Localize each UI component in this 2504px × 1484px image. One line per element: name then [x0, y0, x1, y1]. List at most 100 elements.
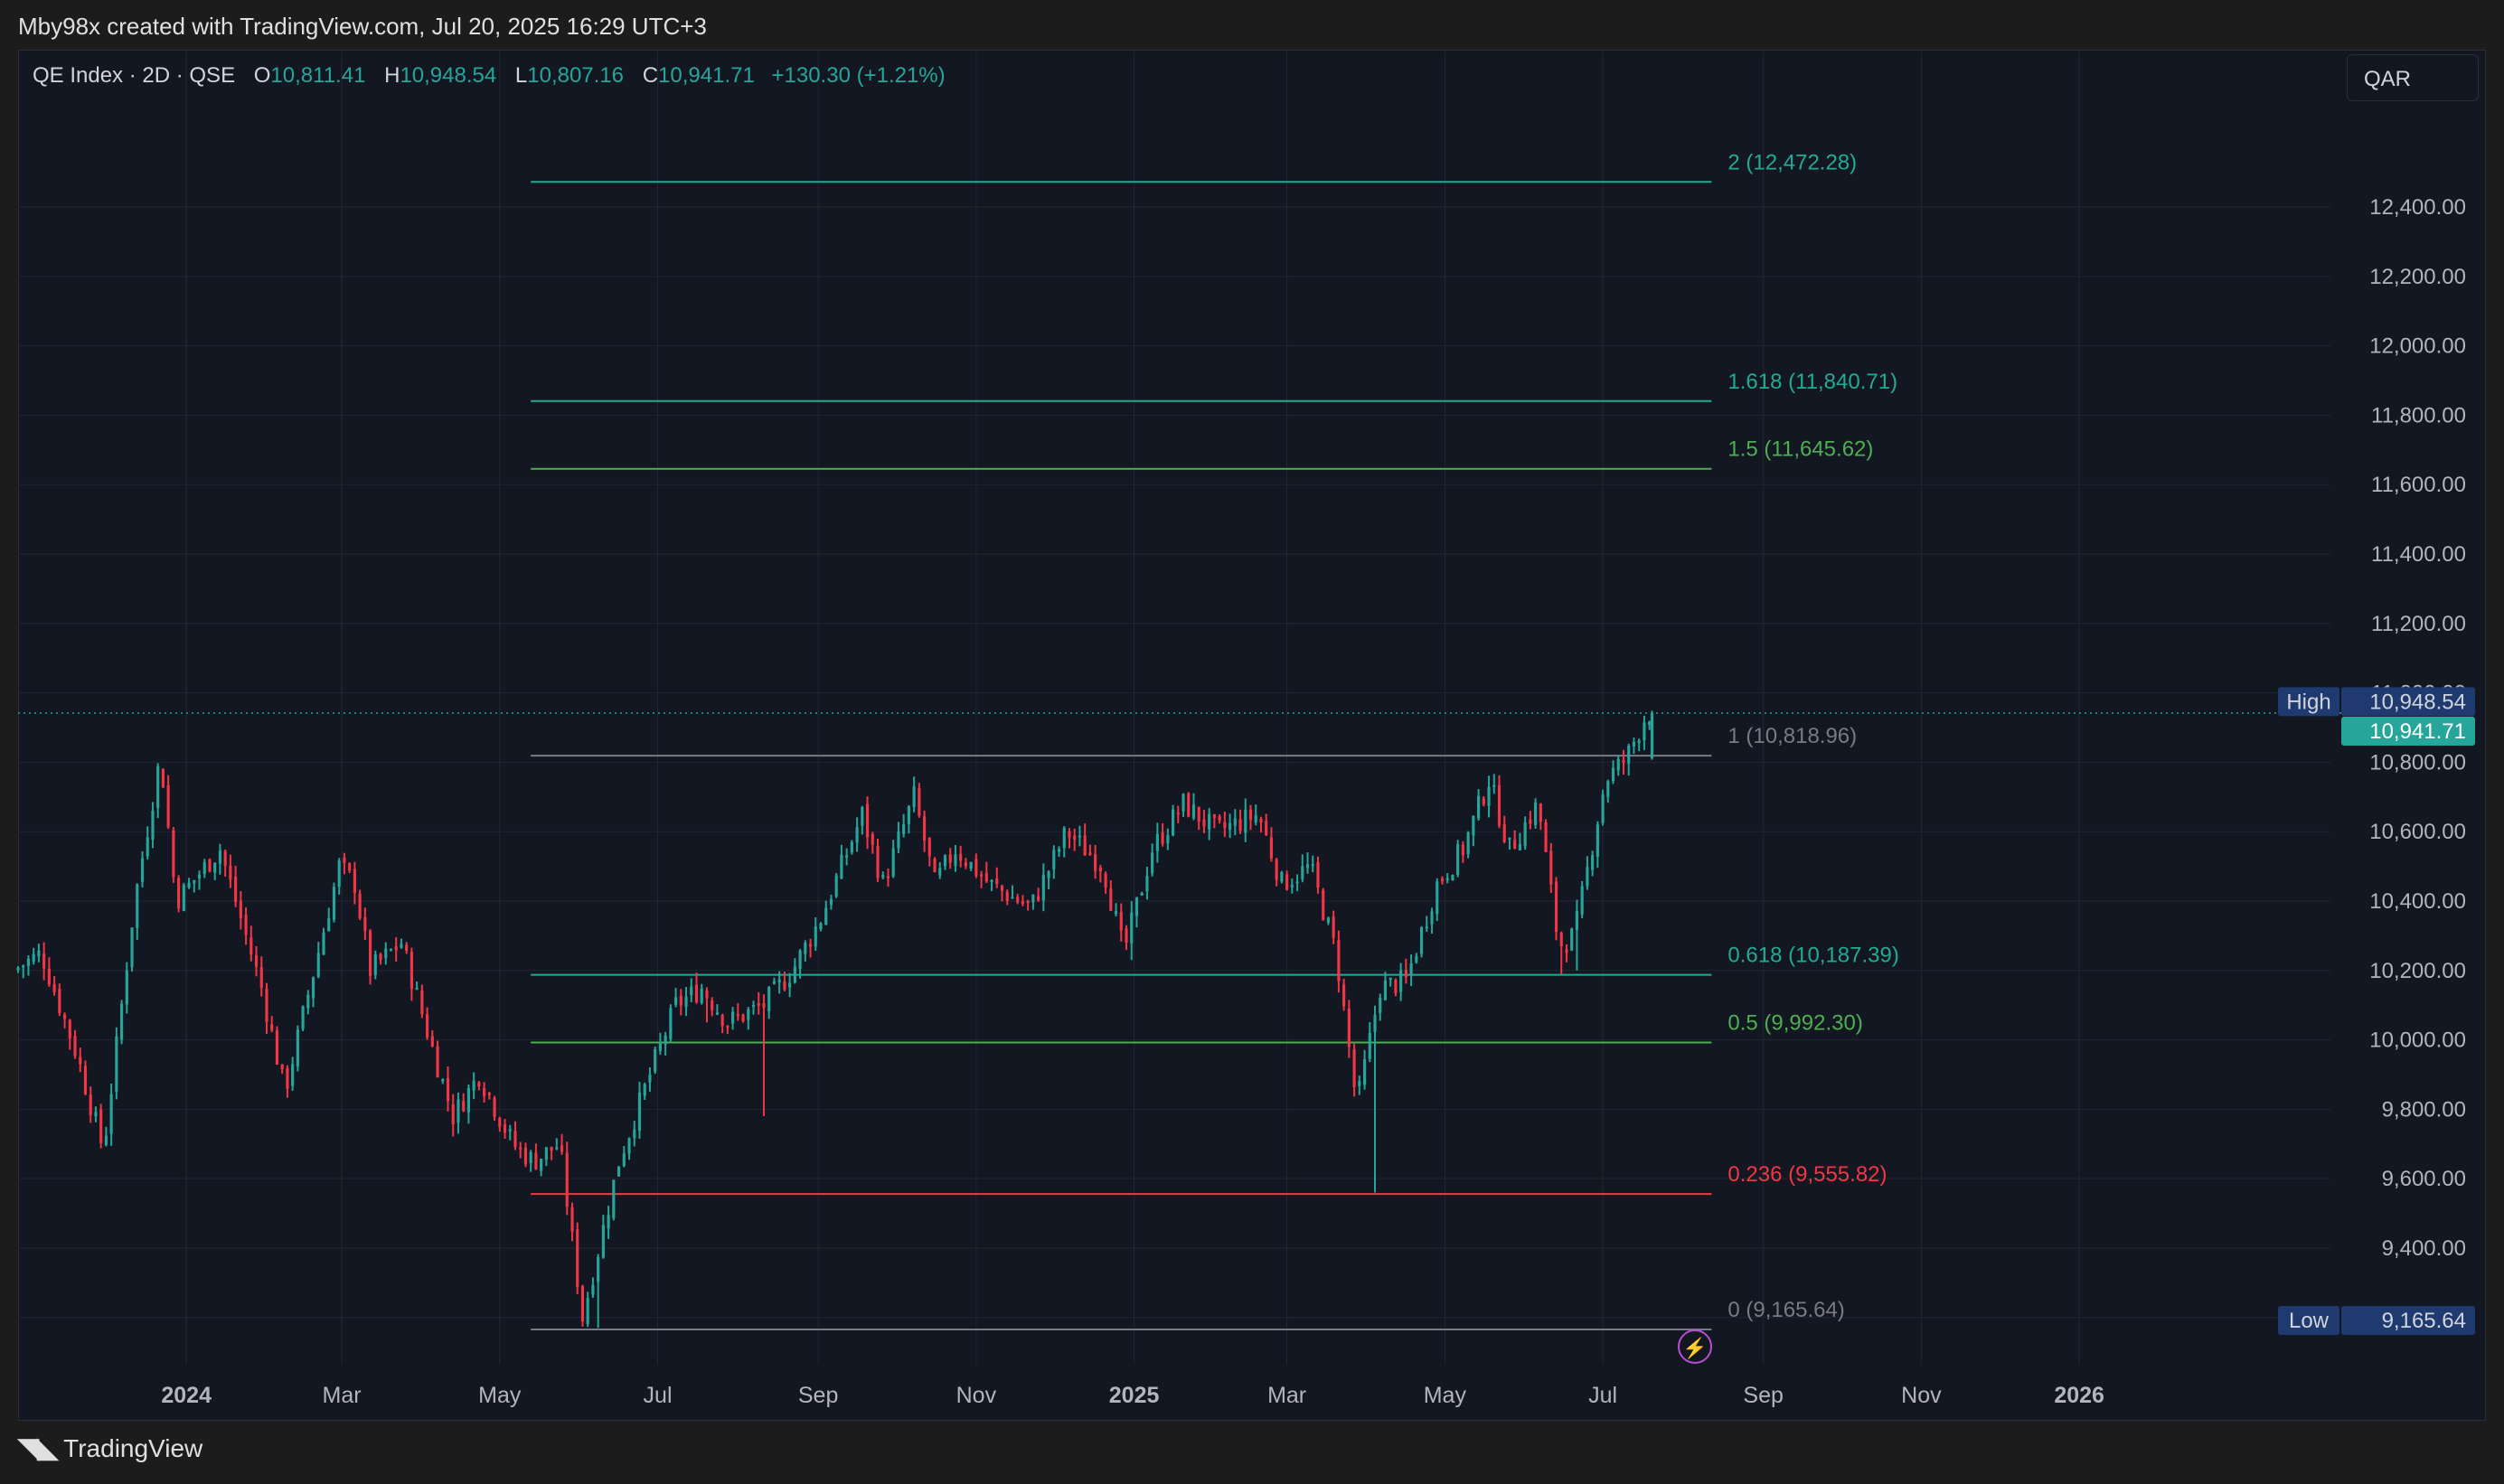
- candle-body: [513, 1131, 517, 1148]
- candle-body: [1311, 864, 1314, 867]
- close-value: 10,941.71: [658, 63, 755, 88]
- candle-body: [1244, 810, 1247, 833]
- high-value: 10,948.54: [400, 63, 497, 88]
- y-tick-label: 9,600.00: [2382, 1167, 2466, 1191]
- candle-body: [519, 1147, 522, 1150]
- candle-body: [1606, 781, 1610, 797]
- candle-body: [306, 994, 310, 1009]
- candle-body: [1529, 819, 1532, 824]
- candle-body: [995, 878, 999, 884]
- candle-body: [1134, 897, 1139, 916]
- low-label: Low: [2289, 1309, 2330, 1333]
- candle-body: [182, 885, 185, 912]
- candle-body: [1358, 1081, 1361, 1086]
- candle-body: [1332, 916, 1335, 938]
- candle-body: [1379, 998, 1382, 1013]
- candle-body: [1601, 794, 1605, 823]
- candle-body: [654, 1049, 657, 1072]
- candle-body: [1445, 878, 1449, 880]
- candle-body: [223, 850, 227, 866]
- close-key: C: [642, 63, 659, 88]
- candle-body: [886, 876, 890, 878]
- low-label-bg: [2278, 1306, 2339, 1335]
- candle-body: [483, 1087, 486, 1096]
- candle-body: [1477, 795, 1481, 819]
- candle-body: [353, 869, 356, 893]
- candle-body: [834, 875, 838, 897]
- candle-body: [1275, 859, 1278, 880]
- candle-body: [462, 1100, 466, 1112]
- candle-body: [1523, 822, 1527, 847]
- candle-body: [1394, 980, 1398, 993]
- candle-body: [348, 863, 352, 871]
- footer-brand[interactable]: ◥◣ TradingView: [18, 1432, 202, 1464]
- candle-body: [1502, 823, 1506, 842]
- candle-body: [923, 816, 927, 841]
- candle-body: [617, 1166, 621, 1177]
- candle-body: [1648, 721, 1652, 726]
- y-tick-label: 11,600.00: [2371, 473, 2466, 497]
- x-tick-label: 2025: [1109, 1383, 1160, 1408]
- candle-body: [301, 1006, 305, 1029]
- candle-body: [1637, 740, 1641, 744]
- candle-body: [570, 1207, 574, 1232]
- chart-panel[interactable]: [18, 50, 2486, 1421]
- candle-body: [1549, 850, 1553, 885]
- y-tick-label: 12,000.00: [2369, 334, 2466, 359]
- candle-body: [508, 1129, 512, 1132]
- candle-body: [1451, 874, 1454, 881]
- candle-body: [405, 944, 409, 952]
- x-tick-label: Mar: [1267, 1383, 1306, 1408]
- candle-body: [907, 806, 910, 824]
- candle-body: [68, 1019, 71, 1039]
- x-tick-label: 2026: [2054, 1383, 2104, 1408]
- candle-body: [47, 968, 51, 985]
- candle-body: [249, 937, 253, 955]
- candle-body: [1176, 812, 1180, 815]
- candle-body: [1337, 940, 1341, 982]
- candle-body: [1290, 885, 1294, 888]
- currency-button[interactable]: QAR: [2347, 54, 2479, 101]
- candle-body: [1140, 893, 1144, 896]
- symbol-label[interactable]: QE Index · 2D · QSE: [33, 63, 236, 88]
- candle-body: [136, 884, 139, 928]
- candle-body: [643, 1084, 646, 1096]
- candle-body: [700, 988, 703, 1003]
- candle-body: [690, 986, 693, 995]
- candle-body: [855, 827, 859, 843]
- alert-lightning-icon: [1678, 1329, 1712, 1364]
- candle-body: [1130, 912, 1134, 944]
- candle-body: [373, 954, 377, 975]
- candle-body: [565, 1152, 569, 1207]
- candle-body: [793, 966, 796, 983]
- candle-body: [187, 882, 191, 888]
- candle-body: [1254, 815, 1257, 822]
- candle-body: [239, 900, 242, 919]
- candle-body: [400, 944, 403, 948]
- candle-body: [1161, 831, 1164, 844]
- candle-body: [1098, 868, 1102, 872]
- candle-body: [140, 858, 145, 882]
- candle-body: [1259, 818, 1263, 823]
- candle-body: [213, 862, 217, 873]
- candle-body: [151, 810, 155, 841]
- candle-body: [1269, 837, 1273, 859]
- tradingview-logo-icon: ◥◣: [18, 1433, 58, 1463]
- candle-body: [777, 979, 781, 983]
- fib-level-label: 1 (10,818.96): [1727, 724, 1857, 748]
- candle-body: [1326, 917, 1331, 923]
- candle-body: [664, 1035, 667, 1045]
- candle-body: [1425, 926, 1428, 929]
- candle-body: [959, 853, 963, 861]
- candle-body: [52, 984, 56, 992]
- candle-body: [1456, 844, 1460, 875]
- candle-body: [1212, 813, 1216, 818]
- x-tick-label: Nov: [1901, 1383, 1942, 1408]
- candle-body: [62, 1014, 67, 1019]
- candle-body: [1218, 815, 1221, 821]
- candle-body: [865, 803, 870, 838]
- candle-body: [125, 970, 128, 1005]
- candle-body: [1078, 835, 1082, 838]
- candle-body: [1544, 822, 1548, 852]
